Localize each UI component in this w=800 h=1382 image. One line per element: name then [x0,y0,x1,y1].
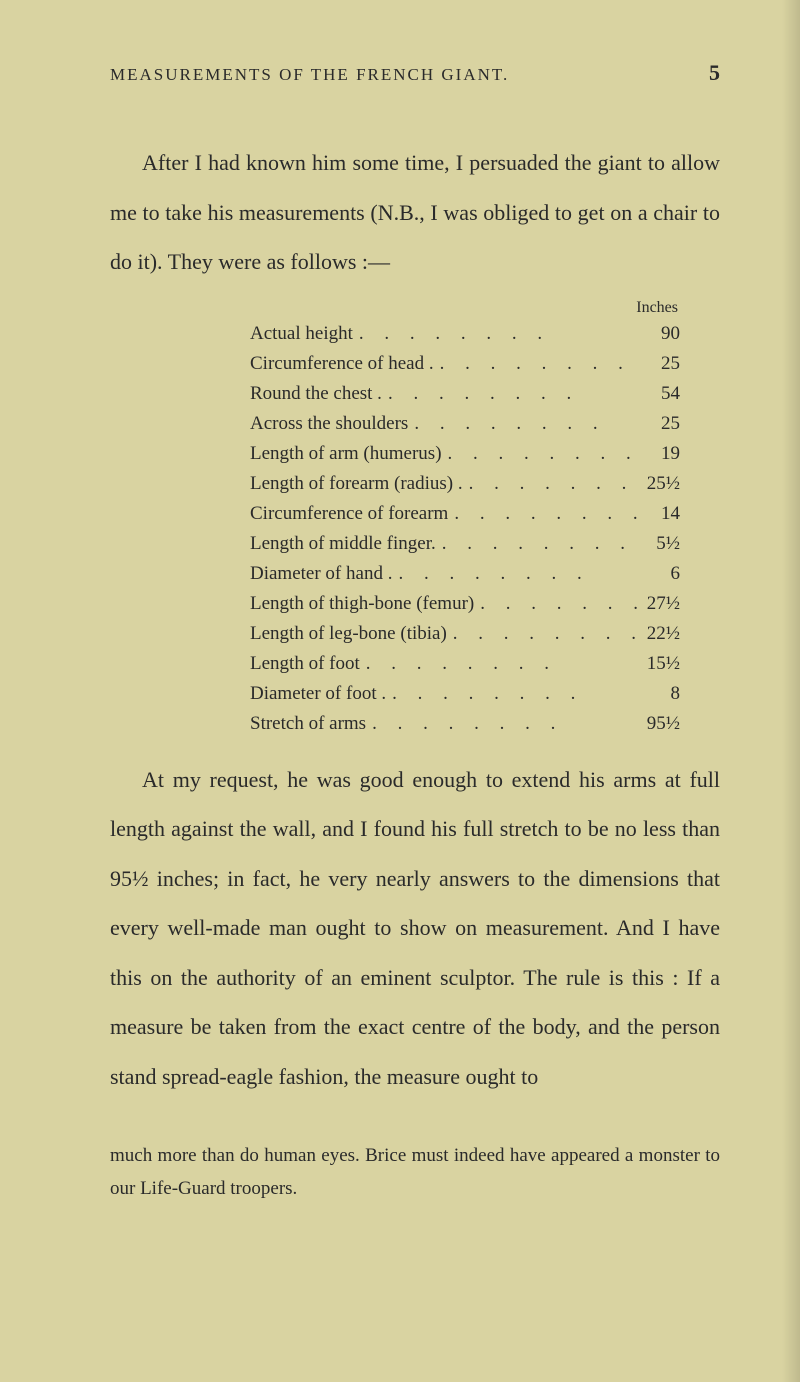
dot-leader: . . . . . . . . [386,679,640,709]
table-row: Circumference of forearm . . . . . . . .… [250,499,680,529]
table-row: Diameter of foot . . . . . . . . . 8 [250,679,680,709]
measure-value: 25 [640,349,680,379]
measure-value: 19 [640,439,680,469]
measure-label: Diameter of hand . [250,559,392,589]
table-row: Circumference of head . . . . . . . . . … [250,349,680,379]
dot-leader: . . . . . . . . [360,649,640,679]
measure-label: Actual height [250,319,353,349]
measure-value: 95½ [640,709,680,739]
table-row: Length of thigh-bone (femur) . . . . . .… [250,589,680,619]
measure-value: 27½ [640,589,680,619]
dot-leader: . . . . . . . . [436,529,640,559]
dot-leader: . . . . . . . . [392,559,640,589]
table-row: Diameter of hand . . . . . . . . . 6 [250,559,680,589]
paragraph-1: After I had known him some time, I persu… [110,138,720,287]
measure-value: 25 [640,409,680,439]
dot-leader: . . . . . . . . [382,379,640,409]
paragraph-2: At my request, he was good enough to ext… [110,755,720,1102]
dot-leader: . . . . . . . . [448,499,640,529]
table-row: Length of middle finger. . . . . . . . .… [250,529,680,559]
measurements-table: Inches Actual height . . . . . . . . 90 … [250,299,680,739]
measure-value: 22½ [640,619,680,649]
measure-value: 8 [640,679,680,709]
measure-label: Length of thigh-bone (femur) [250,589,474,619]
table-row: Length of forearm (radius) . . . . . . .… [250,469,680,499]
dot-leader: . . . . . . . . [408,409,640,439]
page-header: MEASUREMENTS OF THE FRENCH GIANT. 5 [110,60,720,86]
footnote: much more than do human eyes. Brice must… [110,1139,720,1206]
table-row: Length of arm (humerus) . . . . . . . . … [250,439,680,469]
page-shadow [782,0,800,1382]
dot-leader: . . . . . . . . [353,319,640,349]
measure-value: 54 [640,379,680,409]
dot-leader: . . . . . . . . [447,619,640,649]
measure-value: 5½ [640,529,680,559]
measure-label: Diameter of foot . [250,679,386,709]
table-row: Length of foot . . . . . . . . 15½ [250,649,680,679]
measure-label: Length of forearm (radius) . [250,469,463,499]
running-title: MEASUREMENTS OF THE FRENCH GIANT. [110,65,509,85]
dot-leader: . . . . . . . . [463,469,640,499]
measure-label: Round the chest . [250,379,382,409]
measure-label: Length of arm (humerus) [250,439,442,469]
table-column-header: Inches [250,299,680,317]
page-number: 5 [709,60,720,86]
measure-value: 25½ [640,469,680,499]
dot-leader: . . . . . . . . [434,349,640,379]
measure-label: Across the shoulders [250,409,408,439]
measure-value: 6 [640,559,680,589]
measure-value: 15½ [640,649,680,679]
dot-leader: . . . . . . . . [474,589,640,619]
dot-leader: . . . . . . . . [366,709,640,739]
table-row: Round the chest . . . . . . . . . 54 [250,379,680,409]
table-row: Length of leg-bone (tibia) . . . . . . .… [250,619,680,649]
measure-value: 14 [640,499,680,529]
measure-label: Length of leg-bone (tibia) [250,619,447,649]
table-row: Actual height . . . . . . . . 90 [250,319,680,349]
table-row: Stretch of arms . . . . . . . . 95½ [250,709,680,739]
measure-label: Circumference of forearm [250,499,448,529]
table-row: Across the shoulders . . . . . . . . 25 [250,409,680,439]
measure-label: Stretch of arms [250,709,366,739]
measure-label: Length of foot [250,649,360,679]
dot-leader: . . . . . . . . [442,439,640,469]
measure-value: 90 [640,319,680,349]
measure-label: Circumference of head . [250,349,434,379]
measure-label: Length of middle finger. [250,529,436,559]
